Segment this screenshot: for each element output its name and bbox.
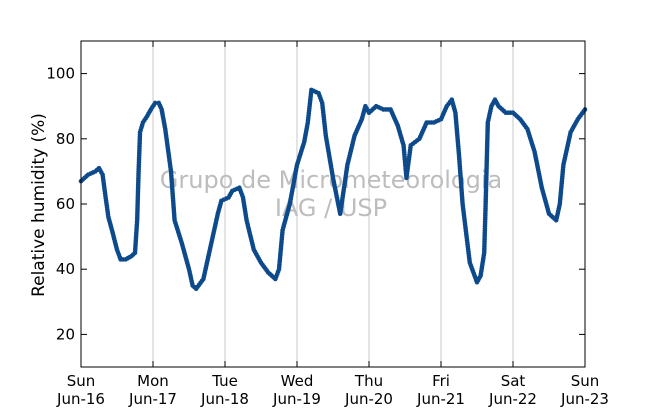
x-tick-label-day: Wed — [281, 372, 314, 390]
data-points — [78, 87, 588, 292]
x-tick-label-day: Fri — [432, 372, 450, 390]
x-tick-label-day: Tue — [211, 372, 238, 390]
vertical-gridlines — [152, 41, 514, 367]
y-tick-label: 40 — [56, 260, 75, 278]
x-tick-label-date: Jun-16 — [56, 390, 105, 408]
y-axis-label: Relative humidity (%) — [29, 113, 49, 297]
y-tick-label: 60 — [56, 195, 75, 213]
x-tick-label-day: Thu — [354, 372, 383, 390]
x-tick-label-date: Jun-23 — [560, 390, 609, 408]
x-tick-label-day: Sun — [571, 372, 600, 390]
y-tick-label: 80 — [56, 130, 75, 148]
x-tick-label-date: Jun-22 — [488, 390, 537, 408]
x-axis-ticks: SunJun-16MonJun-17TueJun-18WedJun-19ThuJ… — [56, 41, 609, 408]
x-tick-label-day: Sun — [67, 372, 96, 390]
x-tick-label-date: Jun-20 — [344, 390, 393, 408]
x-tick-label-date: Jun-19 — [272, 390, 321, 408]
y-tick-label: 20 — [56, 325, 75, 343]
y-axis-ticks: 20 40 60 80 100 — [46, 65, 585, 343]
x-tick-label-day: Sat — [501, 372, 526, 390]
y-tick-label: 100 — [46, 65, 75, 83]
watermark-line: IAG / USP — [275, 194, 387, 222]
x-tick-label-date: Jun-17 — [128, 390, 177, 408]
x-tick-label-date: Jun-21 — [416, 390, 465, 408]
x-tick-label-day: Mon — [137, 372, 169, 390]
x-tick-label-date: Jun-18 — [200, 390, 249, 408]
data-point — [152, 100, 158, 106]
